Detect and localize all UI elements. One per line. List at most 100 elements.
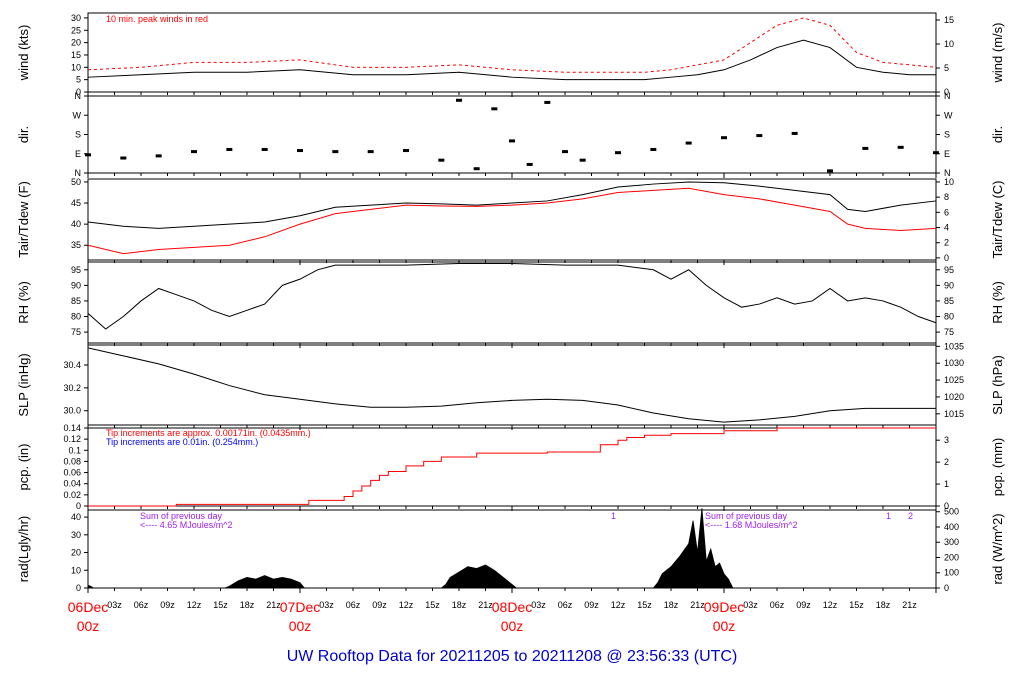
y-tick-label-right: 8	[944, 192, 949, 202]
dir-point	[332, 150, 339, 154]
y-tick-label-right: N	[944, 168, 951, 178]
series-line-pcp	[88, 427, 936, 507]
plot-frame	[87, 344, 937, 426]
y-tick-label-left: 50	[71, 177, 81, 187]
dir-point	[155, 154, 162, 158]
y-tick-label-left: 0.06	[63, 468, 81, 478]
y-axis-label-left: pcp. (in)	[16, 444, 31, 491]
y-tick-label-left: 90	[71, 280, 81, 290]
y-tick-label-right: 300	[944, 537, 959, 547]
y-tick-label-right: 90	[944, 280, 954, 290]
dir-point	[827, 169, 833, 173]
y-tick-label-left: 0.14	[63, 423, 81, 433]
y-tick-label-left: 30.2	[63, 383, 81, 393]
y-tick-label-right: 2	[944, 238, 949, 248]
y-tick-label-right: 0	[944, 253, 949, 263]
x-tick-label: 09z	[796, 600, 811, 610]
x-tick-label: 18z	[876, 600, 891, 610]
series-line-temp	[87, 181, 937, 229]
x-tick-label: 18z	[240, 600, 255, 610]
day-hour-label: 00z	[501, 618, 524, 634]
y-axis-label-left: dir.	[16, 126, 31, 143]
y-axis-label-left: RH (%)	[16, 281, 31, 324]
y-tick-label-left: N	[75, 168, 82, 178]
dir-point	[473, 167, 480, 171]
panel-rad: rad(Lgly/hr) rad (W/m^2)01020304001002003…	[16, 507, 1005, 593]
panel-wind: wind (kts) wind (m/s) 0 5 10 15 20 25 30 0 5 10 15 10…	[16, 12, 1005, 97]
dir-point	[226, 147, 233, 151]
dir-point	[933, 151, 939, 155]
y-axis-label-left: rad(Lgly/hr)	[16, 516, 31, 582]
day-label: 07Dec	[280, 599, 320, 615]
x-tick-label: 09z	[584, 600, 599, 610]
y-tick-label-left: 20	[71, 548, 81, 558]
rad-note: Sum of previous day	[705, 511, 788, 521]
y-tick-label-left: 25	[71, 25, 81, 35]
x-tick-label: 12z	[823, 600, 838, 610]
y-tick-label-left: 40	[71, 219, 81, 229]
dir-point	[261, 147, 268, 151]
dir-point	[897, 145, 904, 149]
dir-point	[297, 149, 303, 153]
x-tick-label: 21z	[478, 600, 493, 610]
y-tick-label-right: E	[944, 149, 950, 159]
y-tick-label-right: 1035	[944, 341, 964, 351]
y-tick-label-right: S	[944, 130, 950, 140]
day-hour-label: 00z	[77, 618, 100, 634]
y-axis-label-right: RH (%)	[990, 281, 1005, 324]
dir-point	[85, 153, 91, 157]
x-axis: 03z 06z 09z 12z 15z 18z 21z 03z 06z 09z 12z 15z 18z 2…	[68, 599, 917, 634]
dir-point	[456, 98, 462, 102]
dir-point	[721, 136, 727, 140]
x-tick-label: 15z	[425, 600, 440, 610]
x-tick-label: 03z	[531, 600, 546, 610]
panel-pcp: pcp. (in) pcp. (mm)00.020.040.060.080.10.…	[16, 423, 1005, 511]
y-tick-label-right: 15	[944, 15, 954, 25]
y-tick-label-right: 1020	[944, 392, 964, 402]
pcp-note-1: Tip increments are approx. 0.00171in. (0…	[106, 428, 311, 438]
y-tick-label-left: 0	[76, 501, 81, 511]
dir-point	[544, 100, 551, 104]
y-tick-label-right: 80	[944, 312, 954, 322]
dir-point	[579, 158, 586, 162]
panel-dir: dir. dir.N NE ES SW WN N	[16, 91, 1005, 178]
y-tick-label-right: 1030	[944, 358, 964, 368]
plot-frame	[87, 261, 937, 344]
y-axis-label-left: wind (kts)	[16, 25, 31, 82]
y-tick-label-left: 20	[71, 38, 81, 48]
y-tick-label-left: 30.4	[63, 360, 81, 370]
rad-note: <---- 1.68 MJoules/m^2	[705, 520, 798, 530]
day-label: 08Dec	[492, 599, 532, 615]
y-tick-label-right: 500	[944, 507, 959, 517]
x-tick-label: 21z	[266, 600, 281, 610]
y-tick-label-left: 95	[71, 265, 81, 275]
x-tick-label: 03z	[319, 600, 334, 610]
x-tick-label: 12z	[399, 600, 414, 610]
y-tick-label-left: N	[75, 91, 82, 101]
y-axis-label-right: SLP (hPa)	[990, 355, 1005, 415]
x-tick-label: 18z	[452, 600, 467, 610]
series-line-slp	[87, 347, 936, 423]
x-tick-label: 03z	[743, 600, 758, 610]
y-tick-label-left: 10	[71, 62, 81, 72]
x-tick-label: 15z	[213, 600, 228, 610]
panel-rh: RH (%) RH (%) 75 80 85 90 95 75 80 85 90 95	[16, 261, 1005, 348]
x-tick-label: 21z	[902, 600, 917, 610]
y-tick-label-right: W	[944, 110, 953, 120]
y-tick-label-left: 0.02	[63, 490, 81, 500]
y-tick-label-left: 0.1	[68, 445, 81, 455]
series-line-temp	[87, 187, 937, 255]
y-tick-label-left: W	[73, 110, 82, 120]
plot-frame	[87, 178, 937, 261]
x-tick-label: 18z	[664, 600, 679, 610]
y-axis-label-left: SLP (inHg)	[16, 353, 31, 416]
day-hour-label: 00z	[289, 618, 312, 634]
y-tick-label-left: 0	[76, 583, 81, 593]
dir-point	[491, 107, 498, 111]
y-tick-label-right: 100	[944, 568, 959, 578]
dir-point	[862, 146, 869, 150]
dir-point	[403, 149, 409, 153]
rad-note: 2	[908, 511, 913, 521]
y-tick-label-left: 15	[71, 50, 81, 60]
dir-point	[191, 150, 197, 154]
